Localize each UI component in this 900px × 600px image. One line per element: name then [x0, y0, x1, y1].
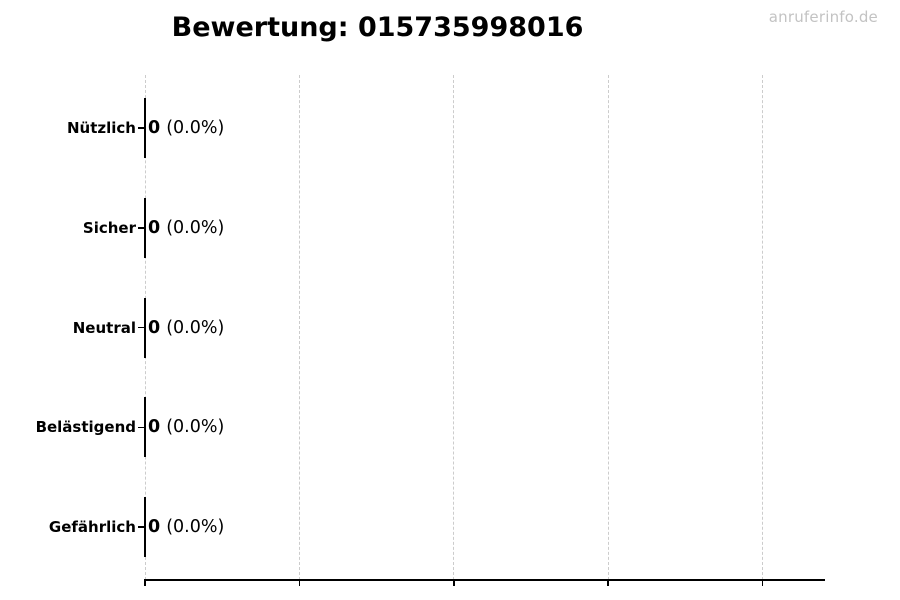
value-count: 0 [148, 417, 161, 438]
y-axis-tick [138, 227, 145, 229]
category-label: Gefährlich [48, 518, 136, 536]
value-percent: (0.0%) [166, 317, 225, 338]
gridline [453, 75, 455, 580]
category-row: Sicher 0 (0.0%) [0, 178, 900, 278]
category-label: Nützlich [67, 119, 136, 137]
value-percent: (0.0%) [166, 517, 225, 537]
chart-title: Bewertung: 015735998016 [171, 12, 584, 43]
x-axis-tick [298, 580, 301, 586]
value-count: 0 [148, 517, 161, 537]
value-label: 0 (0.0%) [148, 78, 224, 178]
y-axis-tick [138, 127, 145, 129]
value-percent: (0.0%) [166, 217, 225, 238]
zero-width-bar [144, 497, 146, 557]
category-row: Gefährlich 0 (0.0%) [0, 477, 900, 577]
value-percent: (0.0%) [166, 118, 225, 138]
value-label: 0 (0.0%) [148, 278, 224, 378]
value-label: 0 (0.0%) [148, 377, 224, 477]
category-row: Neutral 0 (0.0%) [0, 278, 900, 378]
category-label: Neutral [72, 318, 136, 337]
y-axis-tick [138, 426, 145, 428]
zero-width-bar [144, 197, 146, 258]
category-row: Belästigend 0 (0.0%) [0, 377, 900, 477]
value-label: 0 (0.0%) [148, 477, 224, 577]
zero-width-bar [144, 397, 146, 458]
x-axis-tick [144, 580, 146, 586]
value-count: 0 [148, 118, 161, 138]
x-axis-tick [607, 580, 609, 586]
gridline [607, 75, 609, 580]
x-axis-tick [761, 580, 764, 586]
watermark-text: anruferinfo.de [768, 8, 878, 26]
category-label: Sicher [82, 218, 136, 237]
y-axis-tick [138, 326, 145, 329]
value-label: 0 (0.0%) [148, 178, 224, 278]
zero-width-bar [144, 98, 146, 158]
value-count: 0 [148, 317, 161, 338]
category-label: Belästigend [35, 418, 136, 437]
category-row: Nützlich 0 (0.0%) [0, 78, 900, 178]
x-axis-tick [453, 580, 455, 586]
y-axis-tick [138, 526, 145, 528]
value-count: 0 [148, 217, 161, 238]
gridline [762, 75, 764, 580]
zero-width-bar [144, 297, 146, 358]
x-axis-line [144, 579, 825, 581]
gridline [298, 75, 300, 580]
value-percent: (0.0%) [166, 417, 225, 438]
